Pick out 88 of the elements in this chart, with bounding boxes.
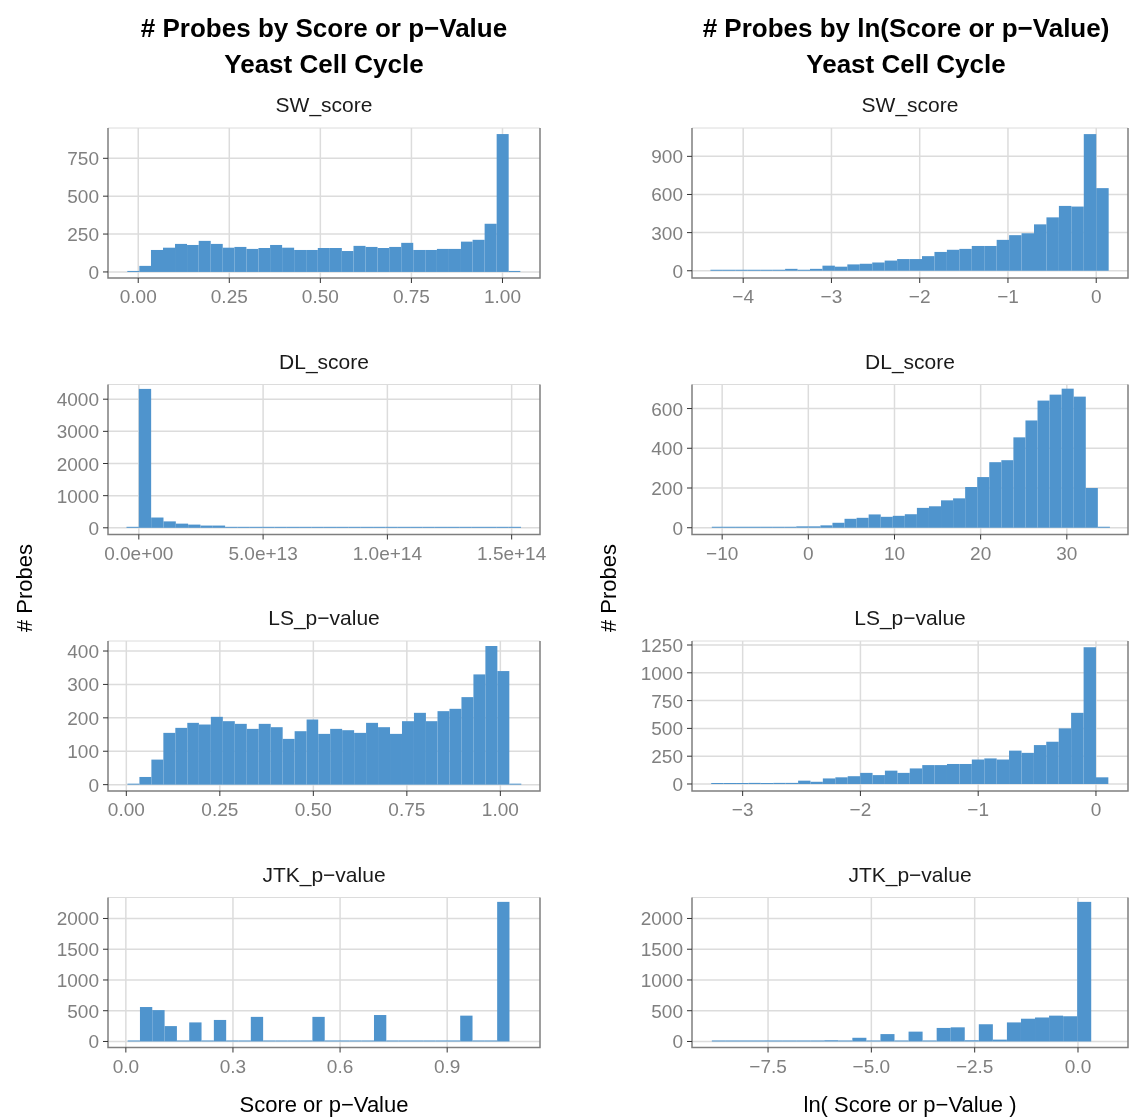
y-tick-label: 0	[88, 517, 99, 539]
x-tick-label: 0.00	[107, 799, 145, 820]
y-tick-label: 600	[651, 184, 683, 206]
y-tick-label: 200	[651, 478, 683, 500]
y-tick-label: 300	[67, 674, 99, 696]
y-tick-label: 500	[67, 1000, 99, 1022]
x-tick-label: 10	[883, 542, 906, 564]
chart-subtitle: JTK_p−value	[262, 862, 386, 887]
chart-subtitle: SW_score	[861, 93, 959, 117]
x-tick-label: −1	[967, 799, 990, 820]
y-tick-label: 900	[651, 146, 683, 168]
y-tick-label: 0	[672, 517, 683, 539]
x-tick-label: −2.5	[955, 1055, 994, 1077]
y-tick-label: 400	[67, 641, 99, 663]
x-tick-label: 0.25	[201, 799, 239, 820]
y-tick-label: 750	[651, 690, 683, 712]
y-tick-label: 1500	[640, 939, 683, 961]
x-tick-label: 0.50	[301, 286, 339, 307]
x-tick-label: 30	[1056, 542, 1078, 564]
y-tick-label: 100	[67, 741, 99, 763]
y-tick-label: 4000	[56, 389, 99, 411]
x-tick-label: 0.75	[388, 799, 426, 820]
y-tick-label: 1500	[56, 939, 99, 961]
x-tick-label: −1	[997, 286, 1019, 307]
y-tick-label: 0	[672, 773, 683, 795]
x-tick-label: 1.00	[483, 286, 521, 307]
y-tick-label: 0	[672, 1031, 683, 1053]
x-tick-label: −4	[732, 286, 755, 307]
chart-subtitle: LS_p−value	[854, 606, 966, 630]
y-tick-label: 600	[651, 398, 683, 420]
x-tick-label: 0	[803, 542, 814, 564]
x-tick-label: −3	[820, 286, 843, 307]
x-tick-label: 0.25	[210, 286, 248, 307]
chart-subtitle: LS_p−value	[268, 606, 380, 630]
y-tick-label: 500	[651, 718, 683, 740]
y-tick-label: 500	[651, 1000, 683, 1022]
y-tick-label: 2000	[56, 908, 99, 930]
x-tick-label: −10	[706, 542, 739, 564]
y-tick-label: 1250	[640, 635, 683, 656]
x-tick-label: −2	[849, 799, 872, 820]
y-tick-label: 200	[67, 707, 99, 729]
x-tick-label: −2	[908, 286, 931, 307]
chart-subtitle: SW_score	[275, 93, 373, 117]
x-axis-title: ln( Score or p−Value )	[803, 1091, 1017, 1117]
y-tick-label: 1000	[640, 662, 683, 684]
x-tick-label: −3	[731, 799, 754, 820]
x-tick-label: 0.0	[112, 1055, 140, 1077]
y-tick-label: 2000	[56, 453, 99, 475]
x-axis-title: Score or p−Value	[239, 1091, 409, 1117]
x-tick-label: 0.9	[433, 1055, 461, 1077]
y-tick-label: 1000	[56, 485, 99, 507]
chart-title: # Probes by ln(Score or p−Value) Yeast Cell Cycle	[702, 13, 1110, 79]
x-tick-label: 20	[970, 542, 992, 564]
x-tick-label: 0.6	[326, 1055, 354, 1077]
y-tick-label: 0	[88, 774, 99, 796]
y-tick-label: 3000	[56, 421, 99, 443]
chart-subtitle: DL_score	[865, 349, 955, 374]
x-tick-label: −5.0	[852, 1055, 891, 1077]
y-tick-label: 300	[651, 222, 683, 244]
x-tick-label: 1.00	[481, 799, 519, 820]
chart-subtitle: JTK_p−value	[848, 862, 972, 887]
y-tick-label: 250	[67, 224, 99, 246]
chart-title: # Probes by Score or p−Value Yeast Cell Cycle	[140, 13, 508, 79]
x-tick-label: 5.0e+13	[228, 542, 298, 564]
y-tick-label: 2000	[640, 908, 683, 930]
y-tick-label: 250	[651, 746, 683, 768]
x-tick-label: 0.0	[1064, 1055, 1092, 1077]
x-tick-label: 1.5e+14	[477, 542, 547, 564]
x-tick-label: 1.0e+14	[352, 542, 423, 564]
x-tick-label: 0.75	[392, 286, 430, 307]
x-tick-label: 0	[1090, 799, 1102, 820]
x-tick-label: −7.5	[749, 1055, 787, 1077]
y-tick-label: 750	[67, 148, 99, 170]
y-tick-label: 0	[88, 261, 99, 283]
y-tick-label: 500	[67, 186, 99, 208]
x-tick-label: 0	[1090, 286, 1102, 307]
y-tick-label: 0	[672, 260, 683, 282]
x-tick-label: 0.3	[219, 1055, 247, 1077]
x-tick-label: 0.0e+00	[104, 542, 174, 564]
y-tick-label: 1000	[640, 969, 683, 991]
x-tick-label: 0.00	[119, 286, 157, 307]
x-tick-label: 0.50	[294, 799, 332, 820]
y-tick-label: 0	[88, 1031, 99, 1053]
y-axis-title: # Probes	[12, 543, 37, 633]
y-tick-label: 1000	[56, 969, 99, 991]
y-axis-title: # Probes	[596, 543, 621, 633]
chart-subtitle: DL_score	[279, 349, 369, 374]
y-tick-label: 400	[651, 438, 683, 460]
